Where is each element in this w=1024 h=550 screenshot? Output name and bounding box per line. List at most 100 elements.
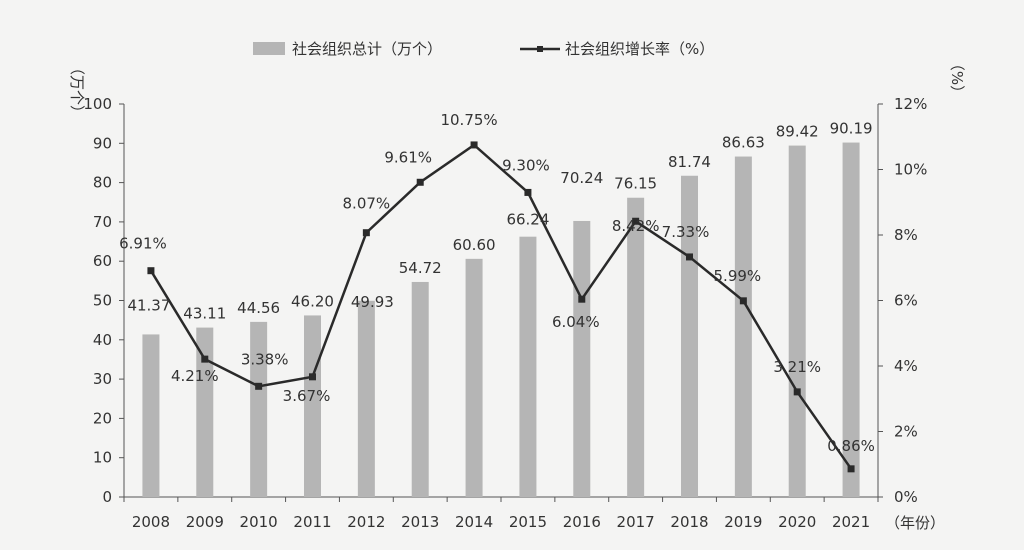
bar [250,321,268,497]
line-value-label: 5.99% [714,267,762,285]
bar-value-label: 44.56 [237,299,280,317]
y-right-axis-title: （%） [948,56,966,100]
y-left-tick-label: 100 [83,95,112,113]
y-right-tick-label: 10% [894,161,927,179]
line-point [309,373,316,381]
y-left-tick-label: 40 [93,331,112,349]
bar-value-label: 54.72 [399,259,442,277]
line-point [416,178,424,186]
bar-value-label: 41.37 [127,296,170,314]
line-value-label: 4.21% [171,367,219,385]
line-value-label: 8.42% [612,217,660,235]
legend-bar-swatch [253,42,285,55]
line-value-label: 3.67% [283,387,331,405]
data-labels: 41.37 43.11 44.56 46.20 49.93 54.72 60.60 66.24… [119,111,875,455]
x-tick-label: 2010 [240,513,278,531]
line-point [632,217,640,225]
bar-value-label: 89.42 [776,123,819,141]
bar-value-label: 90.19 [830,120,873,138]
line-point [578,295,586,303]
line-value-label: 0.86% [827,437,875,455]
bar-value-label: 70.24 [560,169,603,187]
bar [681,175,698,498]
bar [573,220,591,498]
x-tick-label: 2017 [617,513,655,531]
y-left-tick-label: 80 [93,174,112,192]
y-left-tick-label: 10 [93,449,112,467]
legend-line-label: 社会组织增长率（%） [565,40,714,58]
bar-value-label: 46.20 [291,292,334,310]
x-tick-label: 2011 [293,513,331,531]
line-point [362,229,370,237]
bar [196,327,214,497]
line-value-label: 6.91% [119,235,167,253]
line-series [147,141,855,473]
bar-value-label: 43.11 [183,305,226,323]
axes: 0 10 20 30 40 50 60 70 80 90 100 0% 2% 4% 6% 8% 10% 12% 20… [83,95,927,531]
y-left-tick-label: 0 [102,488,112,506]
bar-value-label: 76.15 [614,175,657,193]
line-point [201,355,209,363]
y-left-tick-label: 90 [93,134,112,152]
bar [142,334,160,497]
bar [842,142,860,498]
y-right-tick-label: 8% [894,226,918,244]
line-value-label: 6.04% [552,313,600,331]
line-point [524,188,532,196]
line-value-label: 9.61% [384,148,432,166]
x-tick-label: 2020 [778,513,816,531]
legend-bar-label: 社会组织总计（万个） [292,40,442,58]
x-tick-label: 2009 [186,513,224,531]
bar-value-label: 60.60 [453,236,496,254]
line-value-label: 7.33% [662,223,710,241]
y-left-axis-title: （万个） [68,60,86,120]
bar-value-label: 86.63 [722,134,765,152]
y-left-tick-label: 50 [93,292,112,310]
line-point [847,465,855,473]
y-left-tick-label: 60 [93,252,112,270]
line-value-label: 3.21% [773,358,821,376]
x-tick-label: 2013 [401,513,439,531]
bar [357,300,375,497]
x-tick-label: 2014 [455,513,493,531]
bar [519,236,537,497]
bar [734,156,752,497]
line-point [255,382,263,390]
y-left-tick-label: 20 [93,409,112,427]
y-left-tick-label: 30 [93,370,112,388]
line-value-label: 8.07% [343,195,391,213]
line-value-label: 10.75% [440,111,497,129]
bar [627,197,645,497]
y-right-tick-label: 12% [894,95,927,113]
x-tick-label: 2016 [563,513,601,531]
bar-series [142,142,860,498]
bar-value-label: 49.93 [351,293,394,311]
bar-value-label: 66.24 [506,211,549,229]
x-tick-label: 2015 [509,513,547,531]
x-tick-label: 2012 [347,513,385,531]
line-value-label: 9.30% [502,156,550,174]
y-right-tick-label: 2% [894,423,918,441]
line-point [470,141,478,149]
line-point [686,253,693,261]
x-tick-label: 2021 [832,513,870,531]
y-right-tick-label: 6% [894,292,918,310]
line-value-label: 3.38% [241,350,289,368]
y-left-tick-label: 70 [93,213,112,231]
y-right-tick-label: 4% [894,357,918,375]
bar [465,258,483,497]
x-tick-label: 2018 [670,513,708,531]
bar-value-label: 81.74 [668,153,711,171]
x-tick-label: 2008 [132,513,170,531]
bar [411,281,429,497]
growth-line [149,143,853,470]
bar [304,315,321,497]
y-right-tick-label: 0% [894,488,918,506]
bar [788,145,806,497]
x-tick-label: 2019 [724,513,762,531]
legend-line-marker [537,46,543,52]
legend: 社会组织总计（万个） 社会组织增长率（%） [253,40,714,58]
line-point [147,267,155,275]
